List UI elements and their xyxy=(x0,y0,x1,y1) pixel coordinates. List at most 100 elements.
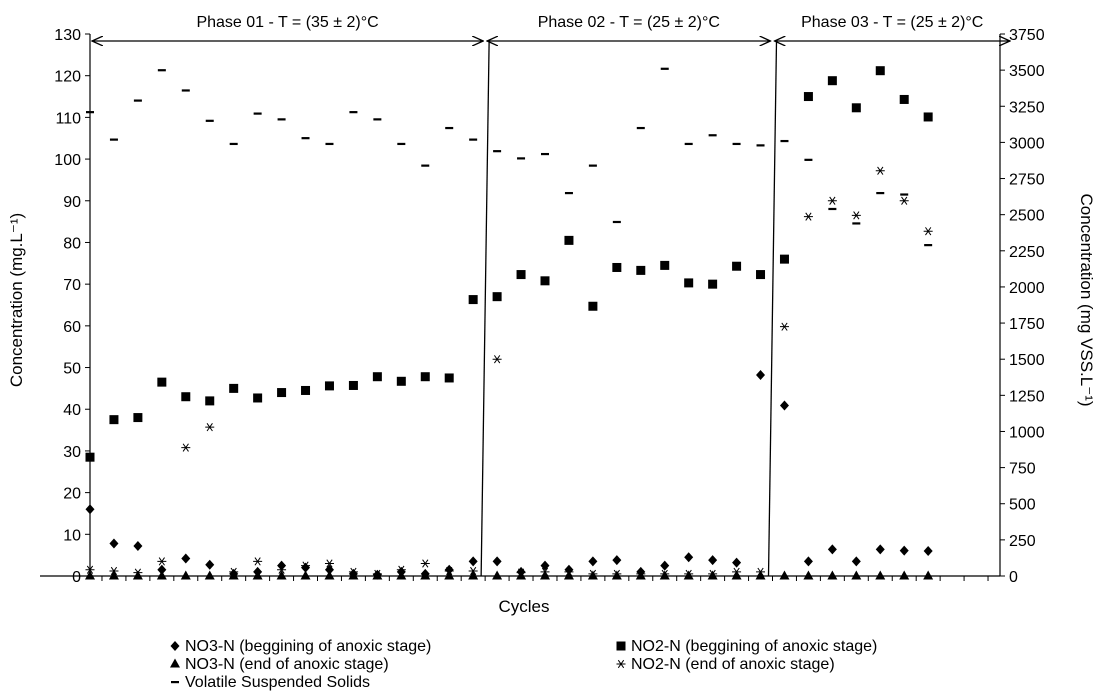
data-point xyxy=(732,261,742,271)
plot-area: Phase 01 - T = (35 ± 2)°C Phase 02 - T = … xyxy=(40,14,1045,586)
y2-tick-label: 3750 xyxy=(1009,27,1045,44)
series-square xyxy=(85,66,933,462)
data-point xyxy=(157,557,167,566)
legend-label: Volatile Suspended Solids xyxy=(185,674,370,691)
data-point xyxy=(708,555,718,566)
data-point xyxy=(660,260,670,270)
data-point xyxy=(205,119,214,122)
data-point xyxy=(684,552,694,563)
data-point xyxy=(277,560,287,571)
data-point xyxy=(779,254,789,264)
data-point xyxy=(133,99,142,102)
y2-tick-label: 3250 xyxy=(1009,99,1045,116)
data-point xyxy=(708,569,718,579)
data-point xyxy=(779,400,789,411)
data-point xyxy=(588,556,598,567)
phase-divider xyxy=(480,40,490,577)
data-point xyxy=(923,227,933,236)
legend-marker xyxy=(616,641,626,651)
data-point xyxy=(804,158,813,161)
data-point xyxy=(923,112,933,122)
legend-marker xyxy=(171,681,179,684)
data-point xyxy=(540,570,550,580)
data-point xyxy=(611,570,622,580)
data-point xyxy=(588,569,598,579)
data-point xyxy=(133,568,143,577)
data-point xyxy=(253,393,263,403)
phase-label: Phase 01 - T = (35 ± 2)°C xyxy=(196,14,378,31)
data-point xyxy=(708,134,717,137)
y2-tick-label: 500 xyxy=(1009,497,1036,514)
data-point xyxy=(852,222,861,225)
data-point xyxy=(684,278,694,288)
y-tick-label: 20 xyxy=(63,486,81,503)
data-point xyxy=(228,570,239,580)
y2-tick-label: 750 xyxy=(1009,461,1036,478)
phase-divider xyxy=(767,40,778,577)
data-point xyxy=(181,392,191,402)
data-point xyxy=(588,301,598,311)
data-point xyxy=(229,142,238,146)
data-point xyxy=(683,570,694,580)
data-point xyxy=(756,144,765,147)
data-point xyxy=(660,569,670,579)
data-point xyxy=(421,164,430,167)
data-point xyxy=(660,67,669,70)
data-point xyxy=(468,570,479,580)
data-point xyxy=(707,570,718,580)
data-point xyxy=(684,569,694,579)
data-point xyxy=(612,569,622,579)
data-point xyxy=(851,211,861,220)
y2-tick-label: 3500 xyxy=(1009,63,1045,80)
data-point xyxy=(348,380,358,390)
data-point xyxy=(827,76,837,86)
data-point xyxy=(899,545,909,556)
data-point xyxy=(516,570,527,580)
data-point xyxy=(396,376,406,386)
data-point xyxy=(827,196,837,205)
data-point xyxy=(252,570,263,580)
data-point xyxy=(923,570,934,580)
data-point xyxy=(229,567,239,576)
x-axis-title: Cycles xyxy=(498,597,549,616)
data-point xyxy=(181,553,191,564)
legend-label: NO2-N (end of anoxic stage) xyxy=(631,656,835,673)
y2-tick-label: 1750 xyxy=(1009,316,1045,333)
y2-tick-label: 3000 xyxy=(1009,135,1045,152)
data-point xyxy=(803,556,813,567)
data-point xyxy=(732,567,742,576)
data-point xyxy=(157,564,167,575)
axes: 0 10 20 30 40 50 60 70 80 90 100 110 120 130 0 250 500 75… xyxy=(40,27,1045,586)
data-point xyxy=(684,142,693,146)
y-tick-label: 100 xyxy=(54,152,81,169)
data-point xyxy=(900,193,909,196)
y-tick-label: 10 xyxy=(63,527,81,544)
y-tick-label: 110 xyxy=(55,110,81,127)
data-point xyxy=(564,191,573,195)
series-triangle xyxy=(85,570,934,580)
data-point xyxy=(373,118,382,121)
data-point xyxy=(492,292,502,302)
data-point xyxy=(587,570,598,580)
data-point xyxy=(468,556,478,567)
data-marks xyxy=(85,66,934,580)
data-point xyxy=(156,570,167,580)
data-point xyxy=(444,566,454,576)
data-point xyxy=(109,566,119,576)
legend-label: NO3-N (beggining of anoxic stage) xyxy=(185,638,431,655)
data-point xyxy=(612,262,622,272)
data-point xyxy=(444,570,455,580)
y-tick-label: 130 xyxy=(54,27,81,44)
data-point xyxy=(875,166,885,175)
data-point xyxy=(636,126,645,130)
data-point xyxy=(396,565,406,574)
data-point xyxy=(132,570,143,580)
data-point xyxy=(875,544,885,555)
data-point xyxy=(708,279,718,289)
legend-label: NO3-N (end of anoxic stage) xyxy=(185,656,389,673)
data-point xyxy=(803,212,813,221)
data-point xyxy=(349,111,358,114)
data-point xyxy=(324,381,334,391)
data-point xyxy=(86,111,94,114)
data-point xyxy=(324,570,335,580)
